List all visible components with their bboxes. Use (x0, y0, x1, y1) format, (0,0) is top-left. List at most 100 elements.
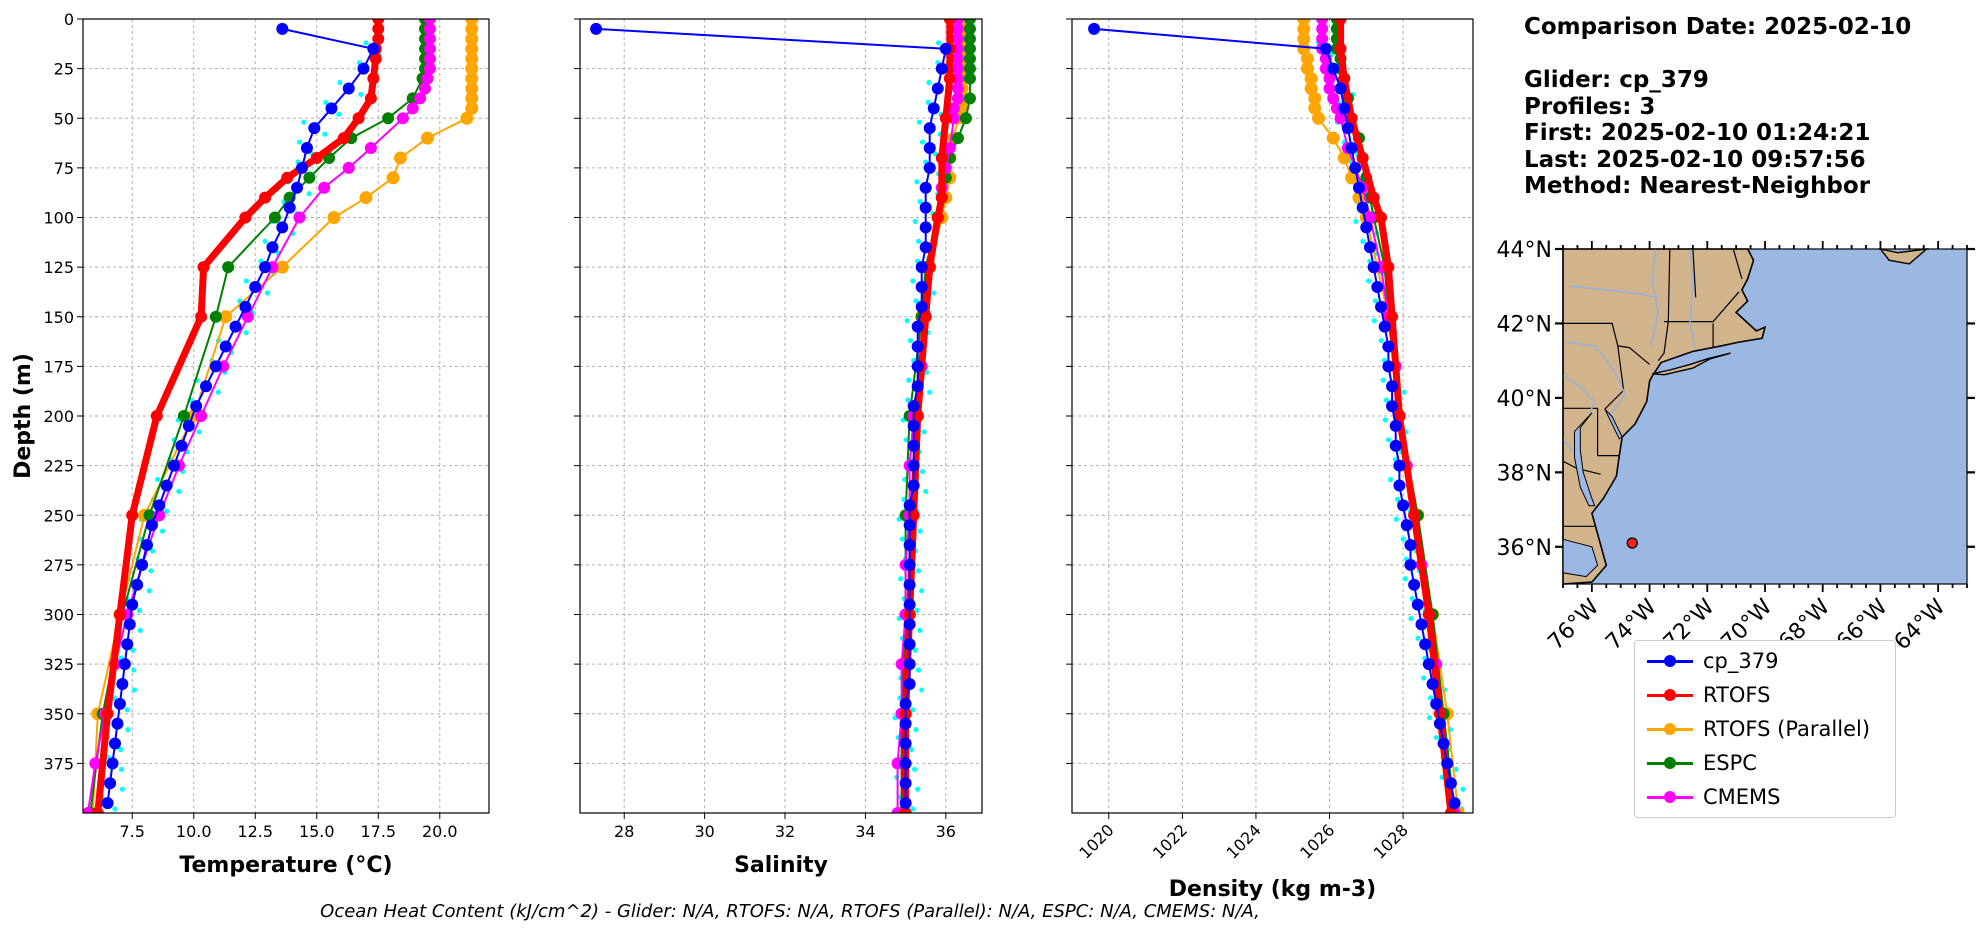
data-point (1408, 509, 1421, 522)
data-point (919, 221, 932, 234)
x-tick-label: 1028 (1370, 820, 1412, 862)
data-point (1393, 410, 1406, 422)
nova-scotia (1878, 247, 1929, 265)
data-point (423, 62, 436, 75)
glider-name: Glider: cp_379 (1524, 67, 1709, 93)
data-point (209, 360, 222, 373)
data-point (1319, 42, 1332, 55)
data-point (903, 558, 916, 571)
raw-glider-point (363, 40, 369, 46)
x-axis-label: Density (kg m-3) (1169, 877, 1377, 902)
raw-glider-point (1365, 278, 1372, 284)
data-point (1088, 22, 1101, 35)
legend-swatch (1645, 783, 1695, 811)
data-point (369, 52, 382, 65)
map-lat-label: 42°N (1497, 312, 1552, 337)
data-point (239, 300, 252, 313)
x-tick-label: 34 (855, 822, 875, 841)
raw-glider-point (146, 588, 152, 594)
data-point (1386, 380, 1399, 393)
data-point (1444, 777, 1457, 790)
data-point (899, 807, 912, 813)
data-point (1300, 62, 1314, 76)
data-point (175, 439, 188, 452)
data-point (1433, 717, 1446, 730)
data-point (590, 22, 603, 35)
x-tick-label: 7.5 (119, 822, 144, 841)
data-point (919, 241, 932, 254)
data-point (931, 82, 944, 95)
state-border (1664, 291, 1740, 323)
plot-area (590, 19, 976, 813)
data-point (963, 32, 976, 45)
series-line-cp-379 (596, 27, 947, 804)
raw-glider-point (130, 647, 136, 653)
data-point (372, 32, 385, 45)
raw-glider-point (264, 290, 271, 296)
data-point (1297, 22, 1311, 36)
raw-glider-point (914, 179, 920, 185)
raw-glider-point (112, 806, 118, 812)
raw-glider-point (297, 139, 303, 145)
data-point (899, 797, 912, 810)
raw-glider-point (921, 429, 927, 435)
data-point (911, 360, 924, 373)
data-point (1441, 757, 1454, 770)
data-point (465, 91, 479, 105)
data-point (423, 42, 436, 55)
data-point (1389, 439, 1402, 452)
raw-glider-point (119, 786, 125, 792)
data-point (140, 539, 153, 552)
raw-glider-point (337, 79, 343, 86)
data-point (308, 122, 321, 135)
data-point (911, 320, 924, 333)
y-tick-label: 350 (43, 705, 74, 724)
raw-glider-point (118, 766, 125, 772)
data-point (357, 62, 370, 75)
data-point (1316, 19, 1329, 25)
data-point (903, 658, 916, 671)
data-point (327, 211, 341, 224)
x-tick-label: 30 (694, 822, 714, 841)
data-point (131, 578, 144, 591)
data-point (1356, 201, 1369, 214)
data-point (943, 72, 956, 85)
map-lat-label: 36°N (1497, 536, 1552, 561)
data-point (113, 608, 126, 621)
data-point (145, 519, 158, 532)
data-point (1437, 737, 1450, 750)
data-point (460, 111, 474, 125)
data-point (1356, 151, 1369, 164)
x-tick-label: 10.0 (176, 822, 212, 841)
data-point (219, 310, 233, 324)
data-point (963, 52, 976, 65)
data-point (1426, 677, 1439, 690)
raw-glider-point (912, 218, 918, 225)
data-point (899, 777, 912, 790)
data-point (1323, 72, 1336, 85)
data-point (197, 261, 210, 274)
raw-glider-point (1383, 397, 1390, 403)
data-point (1375, 300, 1388, 313)
data-point (1389, 419, 1402, 432)
data-point (935, 151, 948, 164)
data-point (359, 191, 373, 205)
data-point (943, 19, 956, 25)
data-point (939, 42, 952, 55)
comparison-date: Comparison Date: 2025-02-10 (1524, 14, 1912, 40)
legend-item-rtofs: RTOFS (1645, 681, 1770, 709)
data-point (1345, 112, 1358, 125)
data-point (1430, 697, 1443, 710)
data-point (919, 310, 932, 323)
data-point (907, 459, 920, 472)
data-point (101, 797, 114, 810)
data-point (1352, 181, 1365, 194)
x-tick-label: 1020 (1075, 820, 1117, 862)
data-point (1327, 62, 1340, 75)
y-axis-label: Depth (m) (11, 353, 36, 479)
raw-glider-point (336, 111, 342, 117)
data-point (423, 19, 436, 25)
data-point (1304, 72, 1318, 86)
plot-area (1088, 19, 1466, 813)
